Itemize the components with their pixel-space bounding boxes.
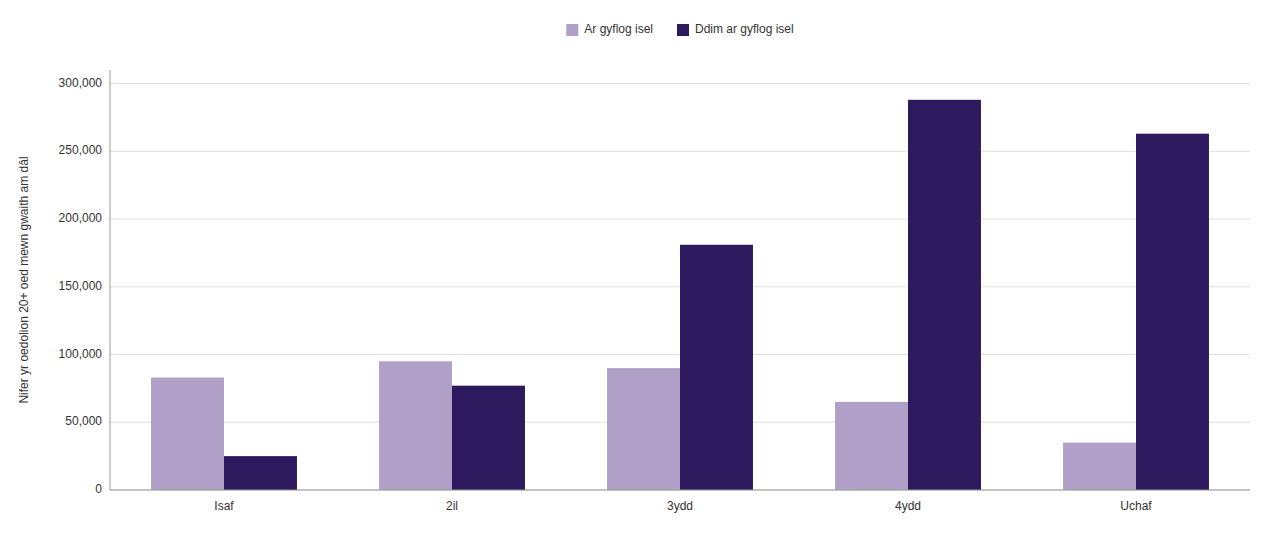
y-tick-label: 100,000 <box>59 347 103 361</box>
y-tick-label: 50,000 <box>65 414 102 428</box>
y-axis: 0 50,000 100,000 150,000 200,000 250,000 300,0… <box>59 70 110 496</box>
bar <box>680 245 753 490</box>
bar <box>1063 443 1136 490</box>
y-tick-label: 150,000 <box>59 279 103 293</box>
bar <box>151 378 224 490</box>
x-axis-line <box>110 490 1250 491</box>
bar <box>452 386 525 490</box>
legend-label: Ddim ar gyflog isel <box>695 22 794 36</box>
y-axis-line <box>110 70 111 490</box>
bar <box>908 100 981 490</box>
bar <box>607 368 680 490</box>
chart-container: 0 50,000 100,000 150,000 200,000 250,000 300,0… <box>0 0 1283 545</box>
x-tick-label: Uchaf <box>1120 499 1152 513</box>
grid-line <box>110 219 1250 220</box>
chart-svg: 0 50,000 100,000 150,000 200,000 250,000 300,0… <box>0 0 1283 545</box>
x-tick-label: Isaf <box>214 499 234 513</box>
legend-label: Ar gyflog isel <box>584 22 653 36</box>
legend-item: Ar gyflog isel <box>566 22 653 36</box>
grid-line <box>110 490 1250 491</box>
bar <box>224 456 297 490</box>
legend-swatch <box>566 24 578 36</box>
y-tick-label: 250,000 <box>59 143 103 157</box>
y-tick-label: 200,000 <box>59 211 103 225</box>
y-tick-label: 300,000 <box>59 76 103 90</box>
legend: Ar gyflog isel Ddim ar gyflog isel <box>566 22 793 36</box>
bar <box>1136 134 1209 490</box>
x-tick-label: 3ydd <box>667 499 693 513</box>
legend-item: Ddim ar gyflog isel <box>677 22 794 36</box>
x-tick-label: 2il <box>446 499 458 513</box>
bars <box>151 100 1209 490</box>
grid-line <box>110 151 1250 152</box>
y-axis-label: Nifer yr oedolion 20+ oed mewn gwaith am… <box>17 156 31 403</box>
grid <box>110 84 1250 490</box>
x-axis: Isaf 2il 3ydd 4ydd Uchaf <box>110 490 1250 513</box>
grid-line <box>110 83 1250 84</box>
bar <box>835 402 908 490</box>
bar <box>379 361 452 490</box>
legend-swatch <box>677 24 689 36</box>
y-tick-label: 0 <box>95 482 102 496</box>
x-tick-label: 4ydd <box>895 499 921 513</box>
